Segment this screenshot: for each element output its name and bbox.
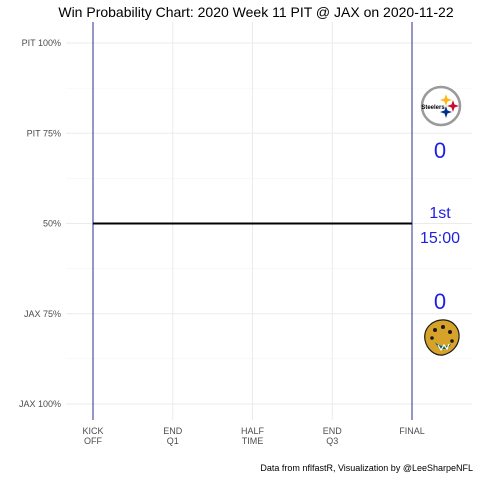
y-axis-labels: PIT 100% PIT 75% 50% JAX 75% JAX 100% (19, 38, 61, 409)
svg-text:Steelers: Steelers (421, 105, 445, 111)
y-tick-label: 50% (43, 219, 61, 229)
y-tick-label: PIT 100% (22, 38, 61, 48)
quarter-label: 1st (429, 205, 451, 222)
x-tick-label: HALF (241, 426, 265, 436)
y-tick-label: JAX 100% (19, 399, 61, 409)
x-tick-label: TIME (242, 436, 264, 446)
pit-score: 0 (434, 138, 446, 163)
game-bounds (92, 22, 413, 420)
x-tick-label: Q3 (326, 436, 338, 446)
x-tick-label: OFF (84, 436, 102, 446)
chart-title: Win Probability Chart: 2020 Week 11 PIT … (58, 4, 453, 20)
chart-caption: Data from nflfastR, Visualization by @Le… (260, 463, 473, 473)
clock-label: 15:00 (420, 230, 460, 247)
jax-logo (424, 319, 460, 356)
jax-score: 0 (434, 289, 446, 314)
y-tick-label: JAX 75% (24, 309, 61, 319)
x-tick-label: FINAL (399, 426, 425, 436)
y-tick-label: PIT 75% (27, 128, 61, 138)
x-tick-label: KICK (82, 426, 103, 436)
x-tick-label: END (323, 426, 343, 436)
x-tick-label: END (163, 426, 183, 436)
x-tick-label: Q1 (167, 436, 179, 446)
grid (66, 22, 472, 420)
pit-logo: Steelers (420, 85, 462, 127)
